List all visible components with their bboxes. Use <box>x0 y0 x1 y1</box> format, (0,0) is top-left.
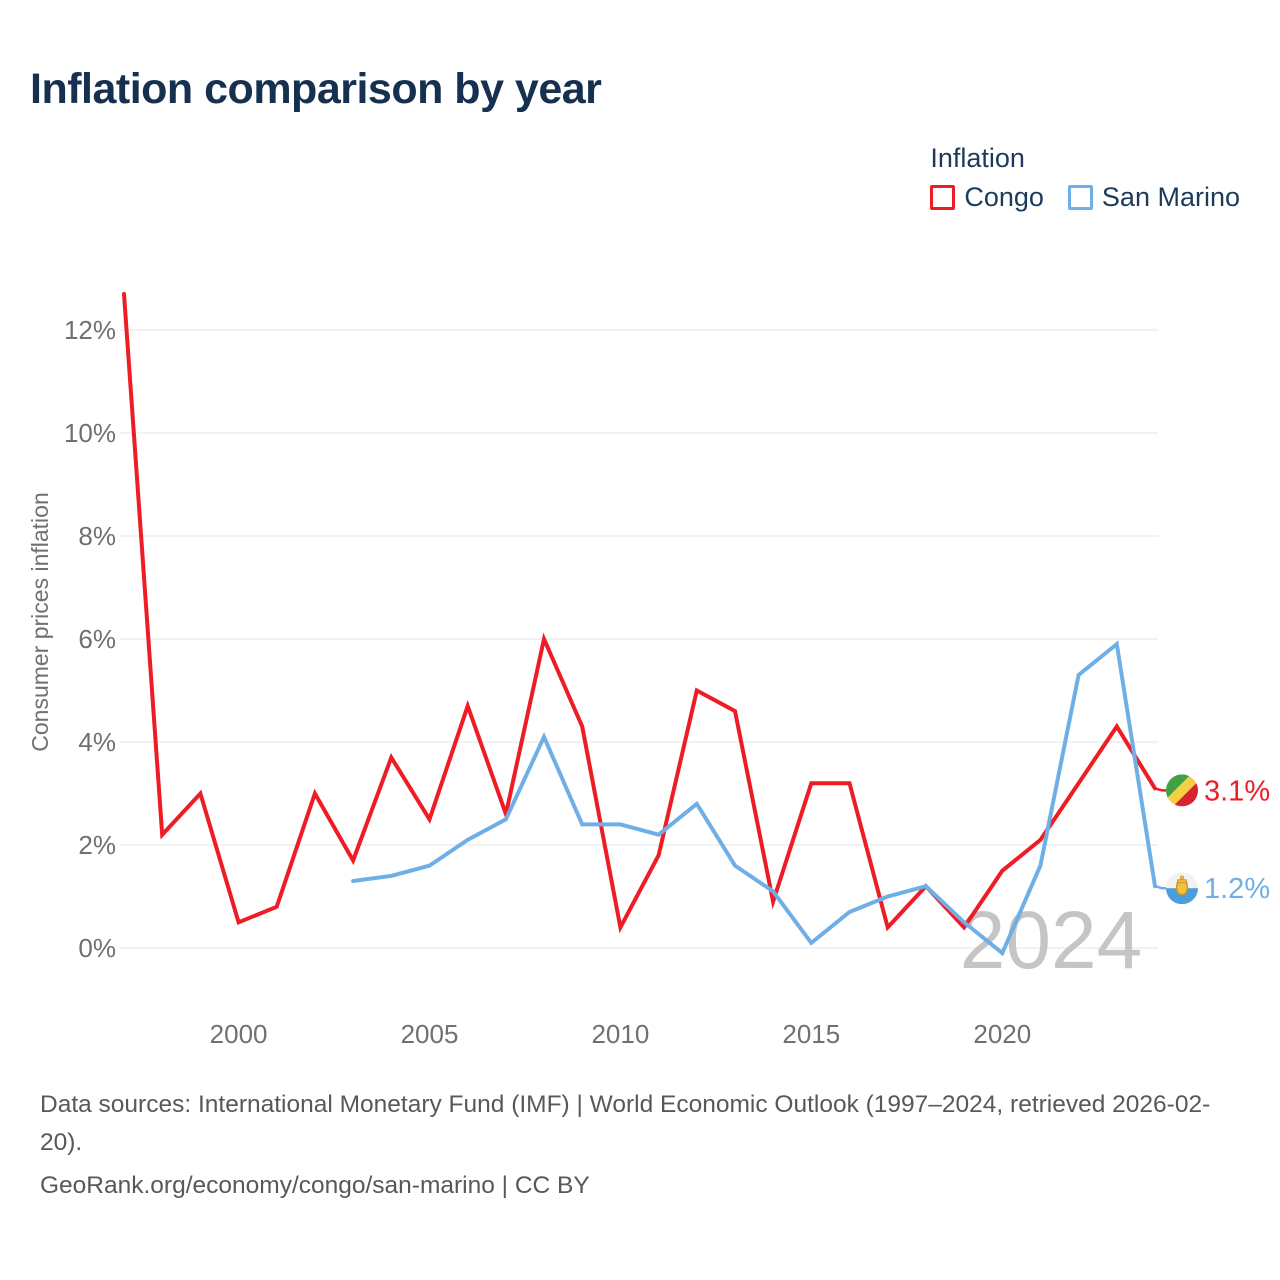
attribution-link[interactable]: GeoRank.org/economy/congo/san-marino | C… <box>40 1172 590 1199</box>
x-tick-label: 2000 <box>210 1019 268 1049</box>
san-marino-swatch-icon <box>1067 185 1093 211</box>
watermark-text: 2024 <box>960 895 1142 986</box>
y-tick-label: 2% <box>78 830 116 860</box>
congo-flag-icon <box>1166 774 1198 807</box>
san-marino-end-connector <box>1154 884 1166 890</box>
san-marino-line <box>351 640 1157 957</box>
page-title: Inflation comparison by year <box>30 65 602 113</box>
data-sources-text: Data sources: International Monetary Fun… <box>40 1091 1211 1156</box>
legend-item-label: San Marino <box>1101 181 1240 212</box>
legend-title: Inflation <box>930 143 1025 173</box>
san-marino-flag-icon <box>1166 872 1198 905</box>
y-tick-label: 10% <box>64 418 116 448</box>
legend-item-label: Congo <box>964 181 1044 212</box>
legend-item-congo[interactable]: Congo <box>930 181 1044 213</box>
x-tick-label: 2015 <box>782 1019 840 1049</box>
y-tick-label: 0% <box>78 933 116 963</box>
chart-footer: Data sources: International Monetary Fun… <box>40 1086 1248 1205</box>
congo-swatch-icon <box>930 185 956 211</box>
congo-end-connector <box>1154 787 1166 792</box>
x-tick-label: 2020 <box>973 1019 1031 1049</box>
chart-legend: Inflation Congo San Marino <box>930 143 1240 213</box>
x-tick-label: 2005 <box>401 1019 459 1049</box>
y-tick-label: 4% <box>78 727 116 757</box>
legend-item-san-marino[interactable]: San Marino <box>1067 181 1240 213</box>
y-tick-label: 8% <box>78 521 116 551</box>
congo-end-value-label: 3.1% <box>1204 775 1270 807</box>
y-axis-title: Consumer prices inflation <box>27 492 53 752</box>
legend-items: Congo San Marino <box>930 181 1240 213</box>
congo-line <box>122 292 1157 934</box>
x-tick-label: 2010 <box>591 1019 649 1049</box>
san-marino-end-value-label: 1.2% <box>1204 873 1270 905</box>
y-tick-label: 6% <box>78 624 116 654</box>
y-tick-label: 12% <box>64 315 116 345</box>
